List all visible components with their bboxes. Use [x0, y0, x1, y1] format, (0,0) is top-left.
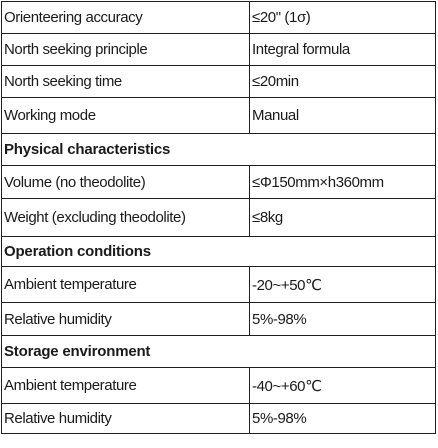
table-row: Ambient temperature -20~+50℃ [1, 266, 436, 303]
spec-label: Ambient temperature [1, 266, 250, 303]
section-heading: Physical characteristics [1, 133, 436, 166]
spec-label: Weight (excluding theodolite) [1, 198, 250, 237]
spec-label: Working mode [1, 97, 250, 134]
spec-label: North seeking time [1, 65, 250, 98]
section-heading: Storage environment [1, 335, 436, 368]
spec-label: Orienteering accuracy [1, 1, 250, 34]
spec-label: Relative humidity [1, 403, 250, 434]
table-row: Ambient temperature -40~+60℃ [1, 367, 436, 404]
table-row: Relative humidity 5%-98% [1, 302, 436, 336]
table-row: Weight (excluding theodolite) ≤8kg [1, 198, 436, 237]
spec-table: Orienteering accuracy ≤20" (1σ) North se… [1, 1, 436, 434]
spec-value: Manual [249, 97, 436, 134]
spec-label: Relative humidity [1, 302, 250, 336]
spec-label: North seeking principle [1, 33, 250, 66]
section-row: Physical characteristics [1, 133, 436, 166]
table-row: Volume (no theodolite) ≤Φ150mm×h360mm [1, 165, 436, 199]
table-row: North seeking principle Integral formula [1, 33, 436, 66]
table-row: Working mode Manual [1, 97, 436, 134]
section-row: Operation conditions [1, 236, 436, 267]
spec-label: Volume (no theodolite) [1, 165, 250, 199]
spec-value: -40~+60℃ [249, 367, 436, 404]
section-row: Storage environment [1, 335, 436, 368]
spec-value: ≤Φ150mm×h360mm [249, 165, 436, 199]
spec-value: Integral formula [249, 33, 436, 66]
spec-value: ≤8kg [249, 198, 436, 237]
spec-value: ≤20min [249, 65, 436, 98]
table-row: Relative humidity 5%-98% [1, 403, 436, 434]
table-row: Orienteering accuracy ≤20" (1σ) [1, 1, 436, 34]
section-heading: Operation conditions [1, 236, 436, 267]
table-row: North seeking time ≤20min [1, 65, 436, 98]
spec-value: -20~+50℃ [249, 266, 436, 303]
spec-value: 5%-98% [249, 302, 436, 336]
spec-value: 5%-98% [249, 403, 436, 434]
spec-value: ≤20" (1σ) [249, 1, 436, 34]
spec-label: Ambient temperature [1, 367, 250, 404]
